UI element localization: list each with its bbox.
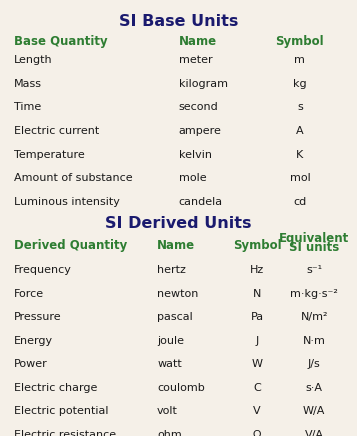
Text: s: s [297,102,303,112]
Text: meter: meter [178,55,212,65]
Text: joule: joule [157,336,184,346]
Text: Temperature: Temperature [14,150,85,160]
Text: N·m: N·m [303,336,326,346]
Text: J/s: J/s [308,359,321,369]
Text: Derived Quantity: Derived Quantity [14,239,127,252]
Text: SI units: SI units [289,241,339,254]
Text: second: second [178,102,218,112]
Text: Amount of substance: Amount of substance [14,173,133,183]
Text: kilogram: kilogram [178,79,227,89]
Text: N: N [253,289,261,299]
Text: cd: cd [293,197,307,207]
Text: s·A: s·A [306,383,323,393]
Text: Power: Power [14,359,48,369]
Text: candela: candela [178,197,223,207]
Text: C: C [253,383,261,393]
Text: Pa: Pa [251,312,263,322]
Text: Energy: Energy [14,336,54,346]
Text: Time: Time [14,102,41,112]
Text: K: K [296,150,303,160]
Text: Frequency: Frequency [14,265,72,275]
Text: s⁻¹: s⁻¹ [306,265,322,275]
Text: Hz: Hz [250,265,264,275]
Text: mol: mol [290,173,310,183]
Text: A: A [296,126,304,136]
Text: m: m [295,55,305,65]
Text: coulomb: coulomb [157,383,205,393]
Text: Force: Force [14,289,44,299]
Text: SI Derived Units: SI Derived Units [105,216,252,231]
Text: m·kg·s⁻²: m·kg·s⁻² [290,289,338,299]
Text: Length: Length [14,55,53,65]
Text: Electric potential: Electric potential [14,406,109,416]
Text: kelvin: kelvin [178,150,211,160]
Text: V/A: V/A [305,430,324,436]
Text: Symbol: Symbol [233,239,281,252]
Text: Mass: Mass [14,79,42,89]
Text: Name: Name [157,239,195,252]
Text: Pressure: Pressure [14,312,62,322]
Text: kg: kg [293,79,307,89]
Text: Equivalent: Equivalent [279,232,349,245]
Text: ampere: ampere [178,126,221,136]
Text: Ω: Ω [253,430,261,436]
Text: ohm: ohm [157,430,182,436]
Text: SI Base Units: SI Base Units [119,14,238,29]
Text: Base Quantity: Base Quantity [14,35,108,48]
Text: Electric current: Electric current [14,126,100,136]
Text: pascal: pascal [157,312,193,322]
Text: J: J [255,336,259,346]
Text: Symbol: Symbol [276,35,324,48]
Text: hertz: hertz [157,265,186,275]
Text: Electric resistance: Electric resistance [14,430,116,436]
Text: Name: Name [178,35,217,48]
Text: V: V [253,406,261,416]
Text: newton: newton [157,289,198,299]
Text: mole: mole [178,173,206,183]
Text: W: W [252,359,262,369]
Text: Luminous intensity: Luminous intensity [14,197,120,207]
Text: Electric charge: Electric charge [14,383,98,393]
Text: volt: volt [157,406,178,416]
Text: watt: watt [157,359,182,369]
Text: N/m²: N/m² [300,312,328,322]
Text: W/A: W/A [303,406,325,416]
